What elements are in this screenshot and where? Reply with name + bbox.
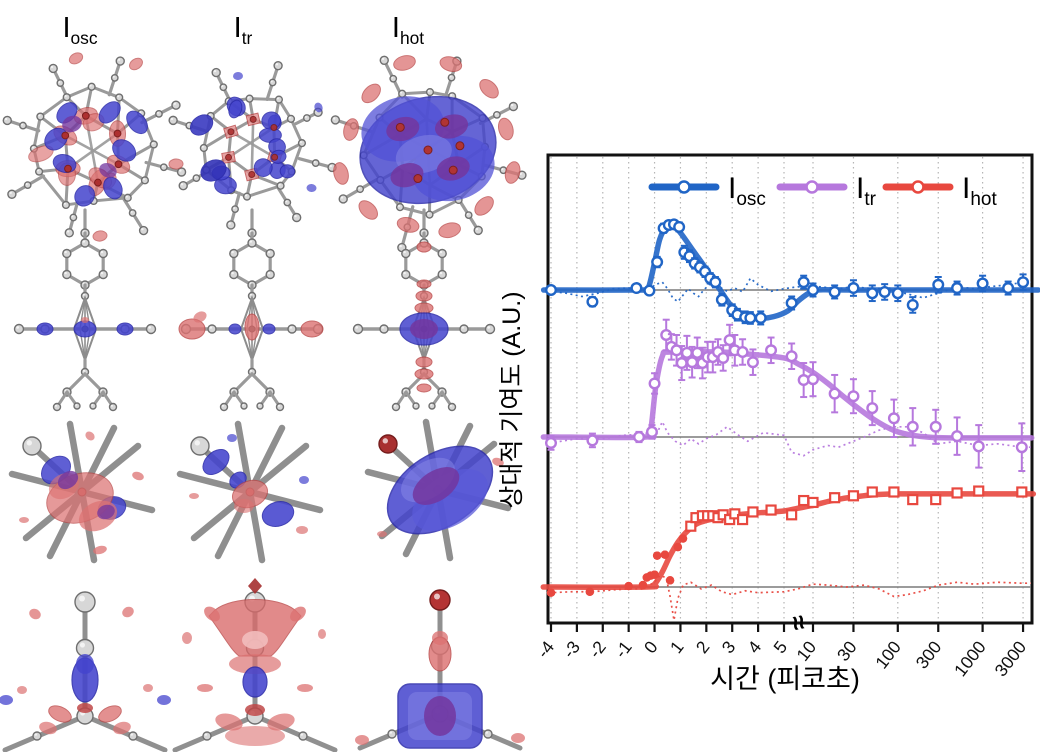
x-tick-label: 2 [692, 637, 714, 657]
x-axis-label: 시간 (피코초) [710, 664, 860, 694]
x-tick-label: -4 [533, 637, 559, 662]
x-tick-label: 4 [744, 637, 766, 657]
points-Ihot [546, 485, 1028, 597]
column-title-itr-base: I [233, 12, 242, 44]
column-title-iosc: Iosc [62, 12, 97, 49]
fit-line-Itr [540, 348, 1035, 441]
legend-label-Iosc: Iosc [728, 172, 766, 210]
x-tick-label: 100 [871, 637, 905, 673]
column-title-itr: Itr [234, 12, 253, 49]
panel-ligand-itr [178, 208, 324, 412]
x-tick-label: 3 [718, 637, 740, 657]
molecular-isosurface-panels [0, 52, 527, 752]
panel-metal-closeup-ihot [364, 418, 512, 562]
panel-ligand-ihot [352, 208, 496, 412]
column-title-iosc-sub: osc [70, 27, 98, 48]
column-title-ihot-base: I [391, 12, 400, 44]
legend-item-Ihot: Ihot [882, 172, 997, 210]
y-axis-label: 상대적 기여도 (A.U.) [498, 291, 526, 508]
x-tick-label: 30 [833, 637, 861, 665]
legend-item-Iosc: Iosc [648, 172, 766, 210]
points-Itr [545, 318, 1028, 472]
x-tick-label: 1 [666, 637, 688, 657]
chart-legend: Iosc Itr Ihot [648, 172, 997, 210]
chart-residual-lines [549, 276, 1031, 621]
residual-line-Ihot [549, 574, 1031, 621]
fit-line-Ihot [540, 491, 1037, 590]
panel-tail-closeup-iosc [0, 591, 171, 752]
axis-break-symbol: ≈ [783, 612, 815, 632]
x-tick-label: 5 [769, 637, 791, 657]
column-title-itr-sub: tr [241, 27, 253, 48]
legend-label-Ihot: Ihot [962, 172, 997, 210]
column-title-iosc-base: I [62, 12, 71, 44]
panel-metal-closeup-itr [176, 420, 324, 564]
panel-cluster-itr [168, 60, 337, 230]
panel-cluster-ihot [330, 55, 527, 253]
panel-tail-closeup-itr [172, 578, 338, 752]
panel-ligand-iosc [13, 208, 157, 412]
x-tick-label: 300 [912, 637, 946, 673]
x-tick-label: -2 [585, 637, 610, 662]
x-tick-label: 10 [792, 637, 820, 665]
residual-line-Itr [549, 419, 1031, 457]
legend-item-Itr: Itr [776, 172, 877, 210]
panel-cluster-iosc [2, 52, 187, 242]
legend-label-Itr: Itr [856, 172, 877, 210]
chart-fit-lines [540, 221, 1040, 590]
column-title-ihot: Ihot [392, 12, 424, 49]
x-tick-label: -3 [559, 637, 584, 662]
chart-gridlines [550, 157, 1024, 621]
panel-metal-closeup-iosc [8, 420, 156, 564]
points-Iosc [545, 218, 1030, 326]
x-tick-label: 1000 [950, 637, 990, 680]
x-tick-label: 0 [640, 637, 662, 657]
chart-data-points [545, 218, 1030, 597]
column-title-ihot-sub: hot [399, 27, 425, 48]
x-tick-label: -1 [610, 637, 635, 662]
chart-frame [546, 153, 1034, 625]
x-tick-label: 3000 [990, 637, 1030, 680]
panel-tail-closeup-ihot [355, 589, 525, 751]
